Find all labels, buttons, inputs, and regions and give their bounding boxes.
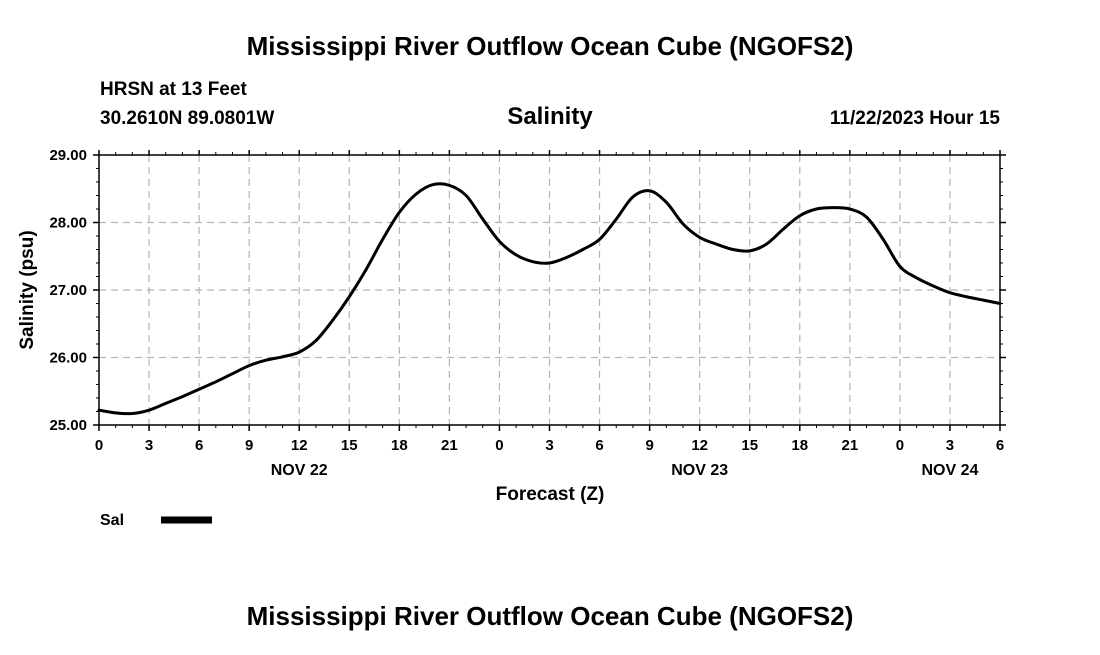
timestamp-label: 11/22/2023 Hour 15 [830, 108, 1000, 129]
x-tick-label: 3 [145, 437, 153, 454]
station-label: HRSN at 13 Feet [100, 79, 247, 100]
legend-label-sal: Sal [100, 512, 124, 529]
y-tick-label: 27.00 [49, 282, 87, 299]
series-layer [97, 182, 1002, 416]
y-axis-label: Salinity (psu) [17, 230, 38, 349]
x-axis-label: Forecast (Z) [496, 484, 605, 505]
x-tick-label: 6 [595, 437, 603, 454]
x-tick-label: 3 [946, 437, 954, 454]
tick-layer: 0 3 6 9 12 15 18 21 0 3 6 9 12 15 18 21 0 3 6 25.00 26.00 27.… [49, 147, 1006, 479]
chart-subtitle: Salinity [507, 103, 593, 130]
coordinates-label: 30.2610N 89.0801W [100, 108, 274, 129]
y-tick-label: 28.00 [49, 215, 87, 232]
x-tick-label: 15 [741, 437, 758, 454]
x-tick-label: 3 [545, 437, 553, 454]
x-tick-label: 6 [996, 437, 1004, 454]
x-tick-label: 0 [896, 437, 904, 454]
y-tick-label: 25.00 [49, 417, 87, 434]
series-line-sal [97, 182, 1002, 416]
x-date-label: NOV 24 [921, 462, 978, 479]
x-tick-label: 21 [441, 437, 458, 454]
x-tick-label: 9 [245, 437, 253, 454]
x-tick-label: 0 [495, 437, 503, 454]
legend: Sal [100, 512, 212, 529]
x-tick-label: 9 [645, 437, 653, 454]
x-tick-label: 12 [691, 437, 708, 454]
x-date-label: NOV 22 [271, 462, 328, 479]
x-tick-label: 18 [391, 437, 408, 454]
x-tick-label: 21 [841, 437, 858, 454]
x-tick-label: 6 [195, 437, 203, 454]
x-date-label: NOV 23 [671, 462, 728, 479]
x-tick-label: 12 [291, 437, 308, 454]
chart-title: Mississippi River Outflow Ocean Cube (NG… [247, 31, 854, 61]
footer-title: Mississippi River Outflow Ocean Cube (NG… [247, 601, 854, 631]
y-tick-label: 26.00 [49, 350, 87, 367]
y-tick-label: 29.00 [49, 147, 87, 164]
x-tick-label: 18 [791, 437, 808, 454]
x-tick-label: 15 [341, 437, 358, 454]
grid-layer [99, 155, 1000, 425]
x-tick-label: 0 [95, 437, 103, 454]
